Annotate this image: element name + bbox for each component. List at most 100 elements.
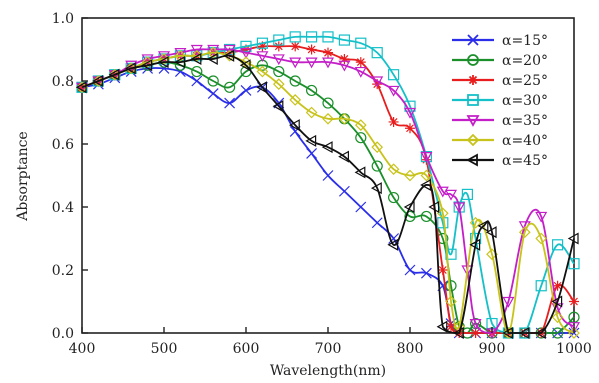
data-point bbox=[387, 238, 399, 251]
data-point bbox=[436, 207, 449, 220]
data-point bbox=[445, 248, 457, 260]
data-point bbox=[404, 169, 416, 182]
y-tick-label: 0.8 bbox=[52, 74, 74, 90]
legend: α=15° α=20° α=25° α=30° α=35° α=40° α=45° bbox=[452, 33, 548, 169]
legend-label: α=25° bbox=[502, 73, 548, 89]
data-point bbox=[207, 75, 219, 87]
legend-item: α=15° bbox=[452, 33, 548, 49]
data-point bbox=[289, 94, 302, 106]
series-6 bbox=[76, 46, 580, 339]
data-point bbox=[306, 84, 318, 97]
data-point bbox=[355, 132, 367, 144]
data-point bbox=[370, 182, 382, 195]
data-point bbox=[305, 106, 318, 119]
data-point bbox=[445, 295, 457, 308]
plot-area bbox=[75, 17, 581, 340]
data-point bbox=[387, 85, 400, 97]
x-tick-label: 900 bbox=[479, 341, 506, 357]
y-axis: 0.0 0.2 0.4 0.6 0.8 1.0 bbox=[52, 11, 88, 342]
data-point bbox=[256, 65, 269, 78]
data-point bbox=[174, 56, 185, 69]
data-point bbox=[338, 185, 350, 197]
x-axis-label: Wavelength(nm) bbox=[270, 363, 386, 379]
series-line bbox=[81, 51, 575, 334]
data-point bbox=[289, 31, 301, 43]
data-point bbox=[124, 62, 136, 75]
data-point bbox=[502, 296, 515, 308]
series-line bbox=[81, 54, 575, 334]
y-tick-label: 0.6 bbox=[52, 137, 74, 153]
data-point bbox=[467, 34, 479, 46]
data-point bbox=[436, 186, 449, 198]
data-point bbox=[223, 44, 236, 56]
x-tick-label: 600 bbox=[233, 341, 260, 357]
data-point bbox=[273, 34, 285, 46]
data-point bbox=[371, 141, 384, 153]
data-point bbox=[551, 295, 563, 308]
data-point bbox=[535, 280, 547, 292]
data-point bbox=[552, 280, 563, 291]
data-point bbox=[239, 59, 251, 72]
legend-item: α=45° bbox=[452, 153, 548, 169]
data-point bbox=[288, 119, 300, 132]
data-point bbox=[306, 44, 317, 55]
data-point bbox=[453, 202, 466, 214]
legend-item: α=40° bbox=[452, 133, 548, 149]
y-tick-label: 0.0 bbox=[52, 326, 74, 342]
data-point bbox=[354, 166, 366, 179]
data-point bbox=[518, 226, 531, 239]
x-tick-label: 400 bbox=[69, 341, 96, 357]
data-point bbox=[371, 160, 383, 172]
data-point bbox=[141, 59, 153, 72]
x-tick-label: 500 bbox=[151, 341, 178, 357]
data-point bbox=[551, 311, 564, 324]
y-axis-label: Absorptance bbox=[15, 131, 31, 221]
legend-label: α=45° bbox=[502, 153, 548, 169]
series-5 bbox=[75, 44, 581, 340]
data-point bbox=[354, 119, 367, 131]
data-point bbox=[567, 232, 579, 245]
data-point bbox=[257, 41, 268, 52]
data-point bbox=[485, 226, 497, 239]
x-tick-label: 700 bbox=[315, 341, 342, 357]
data-point bbox=[355, 37, 367, 49]
x-tick-label: 1000 bbox=[556, 341, 592, 357]
data-point bbox=[207, 46, 220, 59]
data-point bbox=[108, 68, 120, 81]
data-point bbox=[467, 54, 479, 66]
data-point bbox=[272, 100, 284, 113]
data-point bbox=[306, 148, 318, 159]
data-point bbox=[469, 318, 482, 330]
data-point bbox=[420, 169, 433, 182]
series-7 bbox=[75, 49, 579, 340]
data-point bbox=[241, 44, 251, 55]
data-point bbox=[305, 57, 318, 69]
data-point bbox=[191, 65, 203, 78]
data-point bbox=[322, 97, 334, 109]
y-tick-label: 0.4 bbox=[52, 200, 74, 216]
data-point bbox=[305, 134, 317, 147]
data-point bbox=[567, 322, 581, 333]
data-point bbox=[466, 133, 480, 147]
legend-item: α=20° bbox=[452, 53, 548, 69]
data-point bbox=[446, 321, 456, 332]
legend-label: α=30° bbox=[502, 93, 548, 109]
y-tick-label: 1.0 bbox=[52, 11, 74, 27]
data-point bbox=[289, 75, 301, 87]
data-point bbox=[445, 280, 457, 292]
data-point bbox=[338, 60, 351, 72]
data-point bbox=[387, 163, 400, 176]
data-point bbox=[436, 320, 448, 333]
data-point bbox=[75, 82, 89, 94]
data-point bbox=[75, 81, 87, 94]
data-point bbox=[239, 48, 253, 59]
data-point bbox=[354, 66, 367, 78]
data-point bbox=[322, 112, 334, 125]
data-point bbox=[206, 52, 218, 65]
y-tick-label: 0.2 bbox=[52, 263, 74, 279]
data-point bbox=[404, 210, 416, 223]
data-point bbox=[420, 267, 432, 279]
data-point bbox=[420, 210, 432, 223]
data-point bbox=[568, 258, 580, 270]
